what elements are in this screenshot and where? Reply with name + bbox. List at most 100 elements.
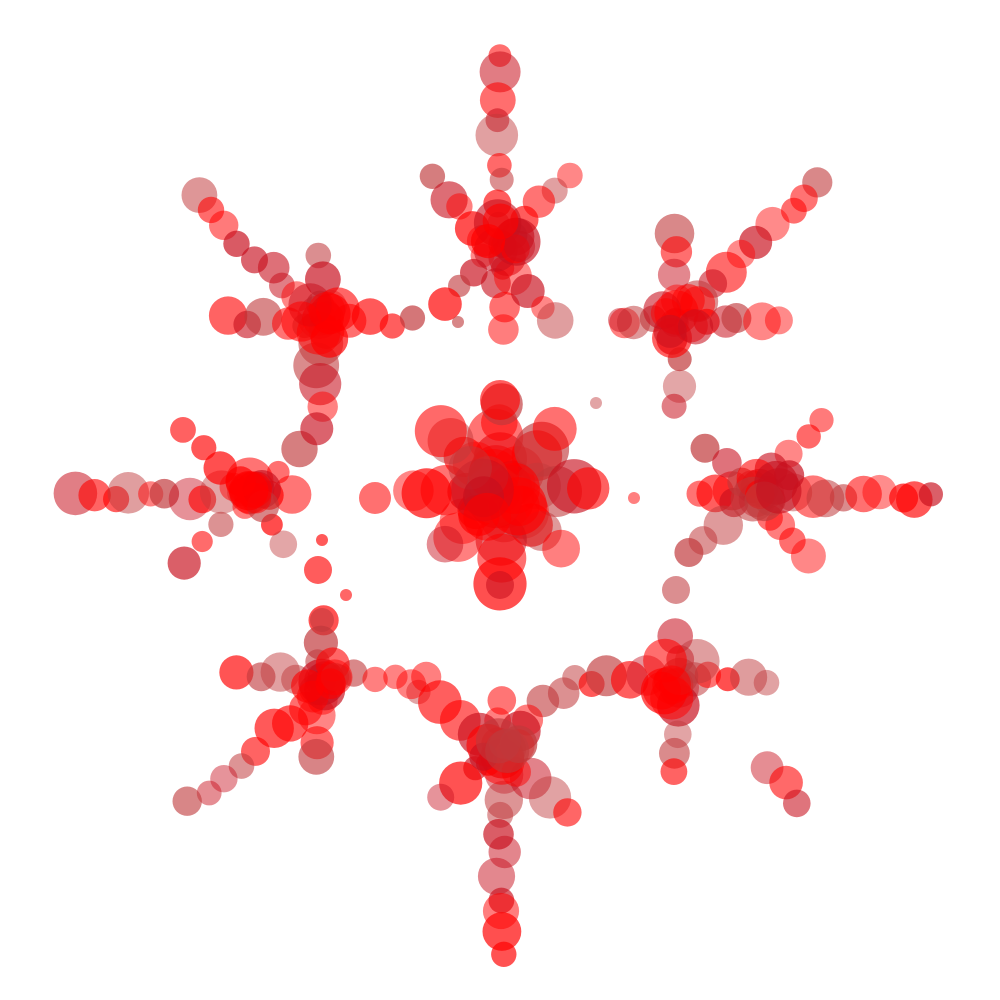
circle xyxy=(739,225,773,259)
circle xyxy=(674,538,704,567)
circle xyxy=(411,661,442,693)
circle xyxy=(486,571,514,599)
circle xyxy=(485,108,510,133)
arm-bottom xyxy=(406,677,582,967)
circle xyxy=(300,412,334,446)
circle xyxy=(172,786,202,816)
circle xyxy=(678,309,714,345)
circle xyxy=(479,82,516,118)
circle xyxy=(246,662,276,692)
circle xyxy=(414,405,467,458)
circle xyxy=(170,417,196,443)
circle xyxy=(608,308,632,332)
arm-top xyxy=(419,44,583,345)
circle xyxy=(489,291,520,323)
circle xyxy=(223,230,250,257)
circle xyxy=(779,527,806,555)
circle xyxy=(419,163,446,189)
circle xyxy=(103,486,130,513)
circle xyxy=(783,789,811,818)
circle xyxy=(660,758,688,785)
circle xyxy=(743,302,781,341)
circle xyxy=(481,268,511,299)
circle xyxy=(393,470,434,512)
circle xyxy=(340,589,352,601)
circle xyxy=(488,314,519,345)
circle xyxy=(479,51,521,93)
circle xyxy=(504,230,536,262)
circle xyxy=(532,406,577,451)
circle xyxy=(774,460,805,491)
circle xyxy=(694,661,722,688)
circle xyxy=(510,274,545,308)
circle xyxy=(351,298,389,335)
circle xyxy=(229,471,269,511)
circle xyxy=(272,475,312,514)
circle xyxy=(439,761,483,805)
circle xyxy=(299,363,342,406)
circle xyxy=(557,162,583,189)
circle xyxy=(482,912,522,951)
circle xyxy=(359,482,391,514)
snowflake-center xyxy=(359,380,610,611)
circle xyxy=(491,941,517,967)
circle xyxy=(845,475,882,513)
circle xyxy=(487,686,517,715)
arm-bottom-right xyxy=(562,618,811,818)
circle xyxy=(475,718,522,764)
circle xyxy=(452,316,464,328)
circle xyxy=(660,236,693,268)
arm-top-right xyxy=(609,167,833,419)
circle xyxy=(401,468,452,519)
circle xyxy=(463,492,512,541)
arm-left xyxy=(53,417,318,580)
circle xyxy=(643,671,681,710)
circle xyxy=(304,556,332,584)
circle xyxy=(781,197,807,224)
circle xyxy=(316,659,353,696)
circle xyxy=(427,783,455,811)
circle xyxy=(628,492,640,504)
circle xyxy=(690,433,720,463)
circle xyxy=(489,167,514,192)
circle xyxy=(542,529,580,568)
circle xyxy=(531,296,555,320)
circle xyxy=(590,397,602,409)
circle xyxy=(208,511,234,537)
circle xyxy=(500,234,530,264)
circle xyxy=(482,203,519,240)
circle xyxy=(191,530,213,553)
circle xyxy=(862,474,897,510)
circle xyxy=(308,291,346,329)
arm-right xyxy=(674,408,944,574)
circle xyxy=(254,708,294,748)
circle xyxy=(730,658,768,696)
circle xyxy=(315,287,360,332)
circle xyxy=(149,478,180,509)
circle xyxy=(536,302,574,339)
circle xyxy=(383,664,408,689)
circle xyxy=(809,408,834,433)
circle xyxy=(475,113,519,157)
circle xyxy=(269,272,295,299)
circle xyxy=(78,479,111,512)
circle xyxy=(310,608,334,632)
circle xyxy=(210,765,238,793)
circle xyxy=(316,534,328,546)
circle xyxy=(426,525,464,563)
circle xyxy=(188,485,217,514)
circle xyxy=(269,530,298,559)
circle xyxy=(790,538,826,574)
circle xyxy=(918,482,944,507)
circle xyxy=(362,666,388,693)
circle xyxy=(296,680,329,713)
circle xyxy=(291,669,325,703)
circle xyxy=(721,303,752,333)
circle xyxy=(281,301,322,342)
circle xyxy=(107,472,150,514)
circle xyxy=(399,305,426,331)
circle xyxy=(653,314,687,348)
circle xyxy=(753,669,780,696)
circle xyxy=(553,798,582,827)
